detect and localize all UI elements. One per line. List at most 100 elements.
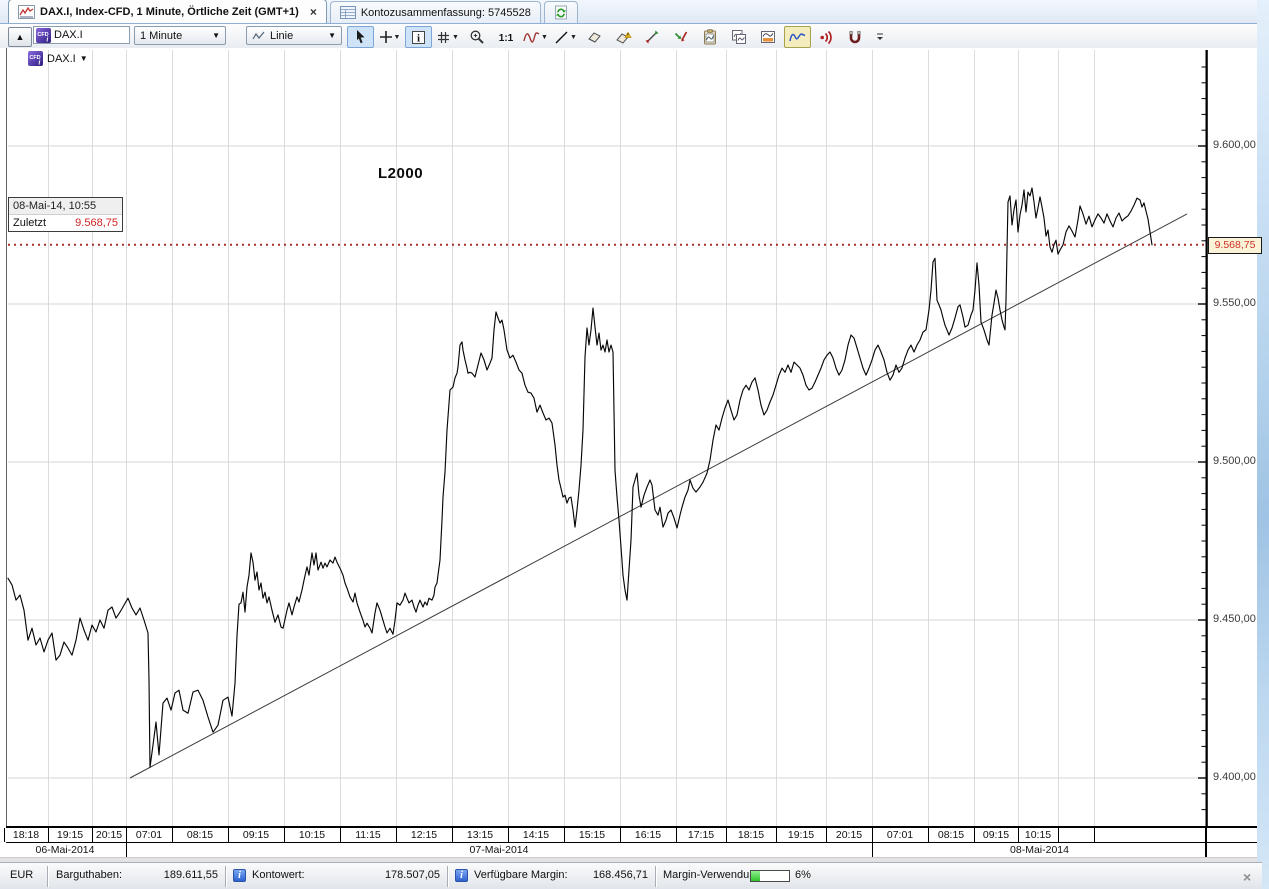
toolbar-overflow-button[interactable] — [871, 26, 889, 48]
chart-style-select[interactable]: Linie ▼ — [246, 26, 342, 45]
time-cell-separator — [508, 828, 509, 842]
x-axis-time-label: 15:15 — [578, 829, 606, 841]
time-cell-separator — [92, 828, 93, 842]
info-icon[interactable]: i — [233, 869, 246, 882]
status-separator — [447, 866, 448, 887]
x-axis-time-label: 11:15 — [355, 829, 381, 841]
date-separator — [872, 843, 873, 857]
account-value-value: 178.507,05 — [384, 869, 440, 881]
tab-close-icon[interactable]: × — [309, 4, 317, 19]
tab-bar: DAX.I, Index-CFD, 1 Minute, Örtliche Zei… — [0, 0, 1257, 24]
eraser-tool-button[interactable] — [581, 26, 608, 48]
y-axis-price-label: 9.400,00 — [1213, 771, 1256, 783]
time-cell-separator — [396, 828, 397, 842]
status-separator — [225, 866, 226, 887]
x-axis-time-label: 19:15 — [56, 829, 84, 841]
currency-label: EUR — [10, 869, 34, 881]
line-style-icon — [252, 31, 265, 39]
time-cell-separator — [1094, 828, 1095, 842]
scale-1-1-button[interactable]: 1:1 — [492, 26, 519, 48]
x-axis-time-label: 09:15 — [242, 829, 270, 841]
x-axis-time-label: 12:15 — [410, 829, 438, 841]
draw-line-tool-button[interactable]: ▼ — [552, 26, 579, 48]
auto-scale-arrows-button[interactable] — [668, 26, 695, 48]
indicators-button[interactable]: ▼ — [521, 26, 550, 48]
chart-symbol-selector[interactable]: CFD i DAX.I ▼ — [28, 51, 88, 66]
x-axis-time-label: 07:01 — [886, 829, 914, 841]
chart-tab-icon — [18, 4, 35, 19]
time-cell-separator — [726, 828, 727, 842]
grid-settings-button[interactable]: ▼ — [434, 26, 461, 48]
expand-scale-button[interactable] — [639, 26, 666, 48]
window-edge-scroll-strip — [1257, 0, 1269, 889]
info-box-field-label: Zuletzt — [13, 217, 47, 229]
x-axis-time-label: 19:15 — [787, 829, 815, 841]
y-axis-price-label: 9.550,00 — [1213, 297, 1256, 309]
x-axis-date-label: 08-Mai-2014 — [1010, 844, 1069, 856]
symbol-input[interactable]: CFD i DAX.I — [33, 26, 130, 44]
time-cell-separator — [620, 828, 621, 842]
chart-plot — [7, 50, 1208, 858]
time-cell-separator — [564, 828, 565, 842]
statusbar-close-icon[interactable]: × — [1243, 869, 1252, 885]
chevron-down-icon: ▼ — [79, 54, 88, 63]
last-value-info-box: 08-Mai-14, 10:55 Zuletzt 9.568,75 — [8, 197, 123, 232]
status-separator — [47, 866, 48, 887]
time-cell-separator — [452, 828, 453, 842]
duplicate-chart-button[interactable] — [726, 26, 753, 48]
status-separator — [655, 866, 656, 887]
account-value-label: Kontowert: — [252, 869, 305, 881]
chart-style-value: Linie — [270, 29, 294, 42]
info-tool-button[interactable]: i — [405, 26, 432, 48]
tab-refresh[interactable] — [543, 1, 578, 23]
x-axis-time-label: 10:15 — [1024, 829, 1052, 841]
time-cell-separator — [340, 828, 341, 842]
x-axis-time-label: 16:15 — [634, 829, 662, 841]
time-axis-times-row: 18:18 19:15 20:15 07:01 08:15 09:15 10:15 11:15… — [4, 828, 1257, 843]
info-icon[interactable]: i — [455, 869, 468, 882]
x-axis-time-label: 14:15 — [522, 829, 550, 841]
tab-chart-daxi[interactable]: DAX.I, Index-CFD, 1 Minute, Örtliche Zei… — [8, 0, 327, 23]
wave-indicator-toggle-button[interactable] — [783, 26, 811, 48]
time-cell-separator — [1018, 828, 1019, 842]
copy-chart-clipboard-button[interactable] — [697, 26, 724, 48]
tab-account-summary[interactable]: Kontozusammenfassung: 5745528 — [329, 1, 541, 23]
magnet-tool-button[interactable] — [842, 26, 869, 48]
time-cell-separator — [776, 828, 777, 842]
price-line — [7, 187, 1153, 768]
time-cell-separator — [1058, 828, 1059, 842]
margin-usage-percent: 6% — [795, 869, 811, 881]
status-divider — [0, 857, 1257, 863]
chart-image-button[interactable] — [755, 26, 782, 48]
time-cell-separator — [284, 828, 285, 842]
svg-text:!: ! — [627, 33, 629, 39]
price-axis-line — [1205, 50, 1208, 858]
zoom-tool-button[interactable] — [463, 26, 490, 48]
timeframe-value: 1 Minute — [140, 29, 183, 42]
alerts-button[interactable] — [813, 26, 840, 48]
chevron-down-icon: ▼ — [569, 33, 577, 41]
delete-all-drawings-button[interactable]: ! — [610, 26, 637, 48]
chart-canvas[interactable] — [0, 48, 1257, 826]
x-axis-date-label: 07-Mai-2014 — [469, 844, 529, 856]
x-axis-time-label: 10:15 — [298, 829, 326, 841]
x-axis-time-label: 20:15 — [835, 829, 863, 841]
svg-text:CFD: CFD — [29, 55, 40, 61]
pointer-tool-button[interactable] — [347, 26, 374, 48]
collapse-up-button[interactable]: ▲ — [8, 27, 32, 47]
time-axis[interactable]: 18:18 19:15 20:15 07:01 08:15 09:15 10:15 11:15… — [4, 826, 1257, 859]
time-cell-separator — [172, 828, 173, 842]
x-axis-time-label: 18:18 — [12, 829, 40, 841]
chart-panel-border — [6, 48, 7, 858]
symbol-value: DAX.I — [54, 29, 83, 41]
crosshair-tool-button[interactable]: ▼ — [376, 26, 403, 48]
price-axis-line-extension — [1205, 828, 1207, 859]
chart-annotation-l2000[interactable]: L2000 — [378, 165, 424, 183]
timeframe-select[interactable]: 1 Minute ▼ — [134, 26, 226, 45]
status-bar: EUR Barguthaben: 189.611,55 i Kontowert:… — [0, 862, 1262, 889]
svg-text:i: i — [38, 58, 40, 66]
chevron-down-icon: ▼ — [328, 31, 336, 40]
x-axis-date-label: 06-Mai-2014 — [35, 844, 95, 856]
